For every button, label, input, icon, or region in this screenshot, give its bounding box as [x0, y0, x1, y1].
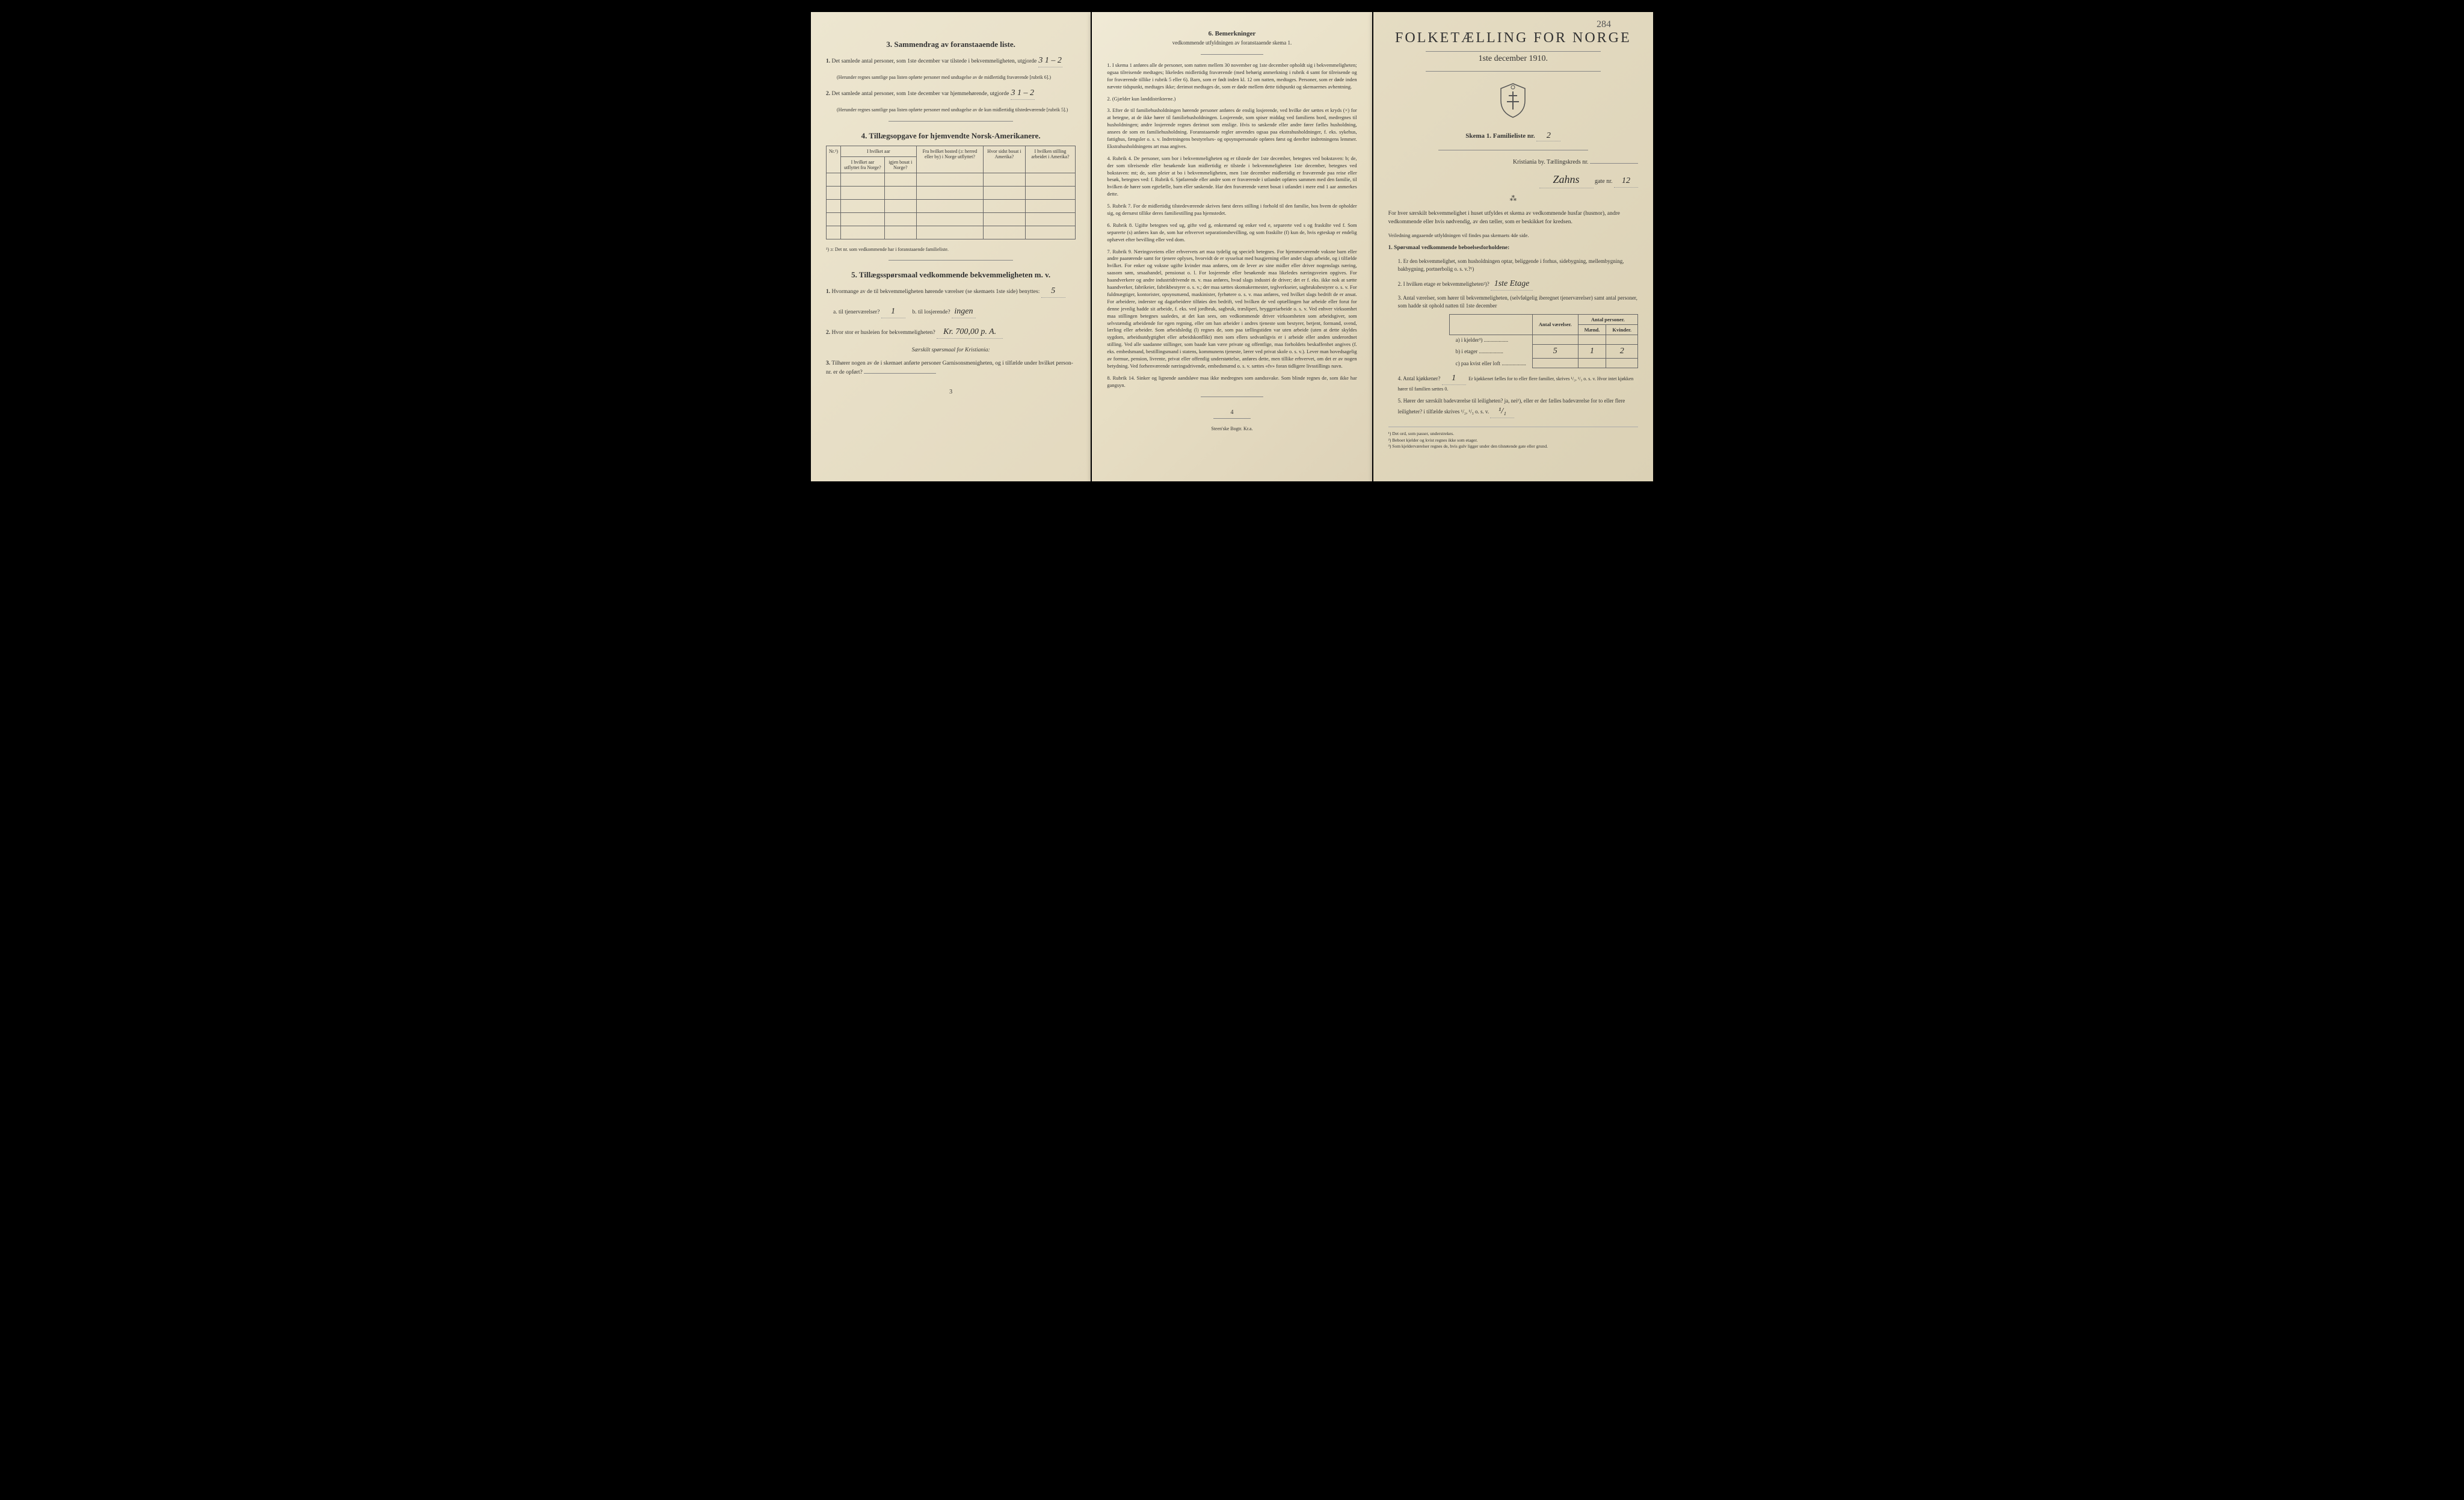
section5-item1: 1. Hvormange av de til bekvemmeligheten …	[826, 285, 1076, 298]
remark-8: 8. Rubrik 14. Sinker og lignende aandslø…	[1107, 375, 1357, 389]
kristiania-note: Særskilt spørsmaal for Kristiania:	[826, 346, 1076, 354]
intro-text: For hver særskilt bekvemmelighet i huset…	[1388, 209, 1638, 227]
coat-of-arms-icon	[1388, 82, 1638, 120]
item2-value: 3 1 – 2	[1011, 87, 1035, 100]
divider	[889, 121, 1014, 122]
amerikanere-table: Nr.¹) I hvilket aar Fra hvilket bosted (…	[826, 146, 1076, 239]
table-row	[827, 186, 1076, 199]
remark-1: 1. I skema 1 anføres alle de personer, s…	[1107, 62, 1357, 91]
page-number: 4	[1107, 409, 1357, 416]
table-row	[827, 199, 1076, 212]
table-row: c) paa kvist eller loft ................…	[1450, 359, 1638, 368]
q2: 2. I hvilken etage er bekvemmeligheten²)…	[1398, 277, 1638, 291]
q1: 1. Er den bekvemmelighet, som husholdnin…	[1398, 258, 1638, 274]
page-number: 3	[826, 389, 1076, 395]
ornament-icon: ⁂	[1388, 194, 1638, 203]
remark-3: 3. Efter de til familiehusholdningen hør…	[1107, 107, 1357, 150]
item2-note: (Herunder regnes samtlige paa listen opf…	[837, 107, 1076, 113]
table-row	[827, 226, 1076, 239]
section6-subtitle: vedkommende utfyldningen av foranstaaend…	[1107, 40, 1357, 46]
item1-note: (Herunder regnes samtlige paa listen opf…	[837, 75, 1076, 81]
section1-heading: 1. Spørsmaal vedkommende beboelsesforhol…	[1388, 244, 1638, 252]
remark-6: 6. Rubrik 8. Ugifte betegnes ved ug, gif…	[1107, 222, 1357, 244]
page-cover: 284 FOLKETÆLLING FOR NORGE 1ste december…	[1373, 12, 1653, 481]
section5-item3: 3. Tilhører nogen av de i skemaet anført…	[826, 359, 1076, 377]
section4-heading: 4. Tillægsopgave for hjemvendte Norsk-Am…	[826, 131, 1076, 141]
table-footnote: ¹) ɔ: Det nr. som vedkommende har i fora…	[826, 247, 1076, 253]
remark-7: 7. Rubrik 9. Næringsveiens eller erhverv…	[1107, 248, 1357, 370]
remark-5: 5. Rubrik 7. For de midlertidig tilstede…	[1107, 203, 1357, 217]
table-row: a) i kjelder³) ..................	[1450, 335, 1638, 345]
skema-line: Skema 1. Familieliste nr. 2	[1388, 131, 1638, 141]
section3-item1: 1. Det samlede antal personer, som 1ste …	[826, 54, 1076, 67]
page-4: 6. Bemerkninger vedkommende utfyldningen…	[1092, 12, 1372, 481]
count-table: Antal værelser.Antal personer.Mænd.Kvind…	[1449, 314, 1638, 369]
section3-heading: 3. Sammendrag av foranstaaende liste.	[826, 40, 1076, 49]
page-annotation: 284	[1597, 19, 1611, 30]
remark-2: 2. (Gjælder kun landdistrikterne.)	[1107, 96, 1357, 103]
table-row	[827, 173, 1076, 186]
item1-value: 3 1 – 2	[1038, 54, 1062, 67]
section5-heading: 5. Tillægsspørsmaal vedkommende bekvemme…	[826, 270, 1076, 280]
section5-item2: 2. Hvor stor er husleien for bekvemmelig…	[826, 326, 1076, 339]
section5-item1ab: a. til tjenerværelser? 1 b. til losjeren…	[833, 305, 1076, 318]
table-row	[827, 212, 1076, 226]
q5: 5. Hører der særskilt badeværelse til le…	[1398, 397, 1638, 419]
section3-item2: 2. Det samlede antal personer, som 1ste …	[826, 87, 1076, 100]
census-document: 3. Sammendrag av foranstaaende liste. 1.…	[811, 12, 1653, 481]
section6-heading: 6. Bemerkninger	[1107, 30, 1357, 37]
guidance-note: Veiledning angaaende utfyldningen vil fi…	[1388, 232, 1638, 239]
city-line: Kristiania by. Tællingskreds nr.	[1388, 158, 1638, 167]
footnotes: ¹) Det ord, som passer, understrekes. ²)…	[1388, 427, 1638, 450]
page-3: 3. Sammendrag av foranstaaende liste. 1.…	[811, 12, 1091, 481]
street-line: Zahns gate nr. 12	[1388, 171, 1638, 188]
q3: 3. Antal værelser, som hører til bekvemm…	[1398, 294, 1638, 310]
document-title: FOLKETÆLLING FOR NORGE	[1388, 30, 1638, 46]
remark-4: 4. Rubrik 4. De personer, som bor i bekv…	[1107, 155, 1357, 198]
printer-note: Steen'ske Bogtr. Kr.a.	[1107, 426, 1357, 431]
q4: 4. Antal kjøkkener? 1 Er kjøkkenet fælle…	[1398, 372, 1638, 394]
table-row: b) i etager ..................512	[1450, 345, 1638, 359]
divider	[889, 260, 1014, 261]
document-subtitle: 1ste december 1910.	[1388, 54, 1638, 64]
